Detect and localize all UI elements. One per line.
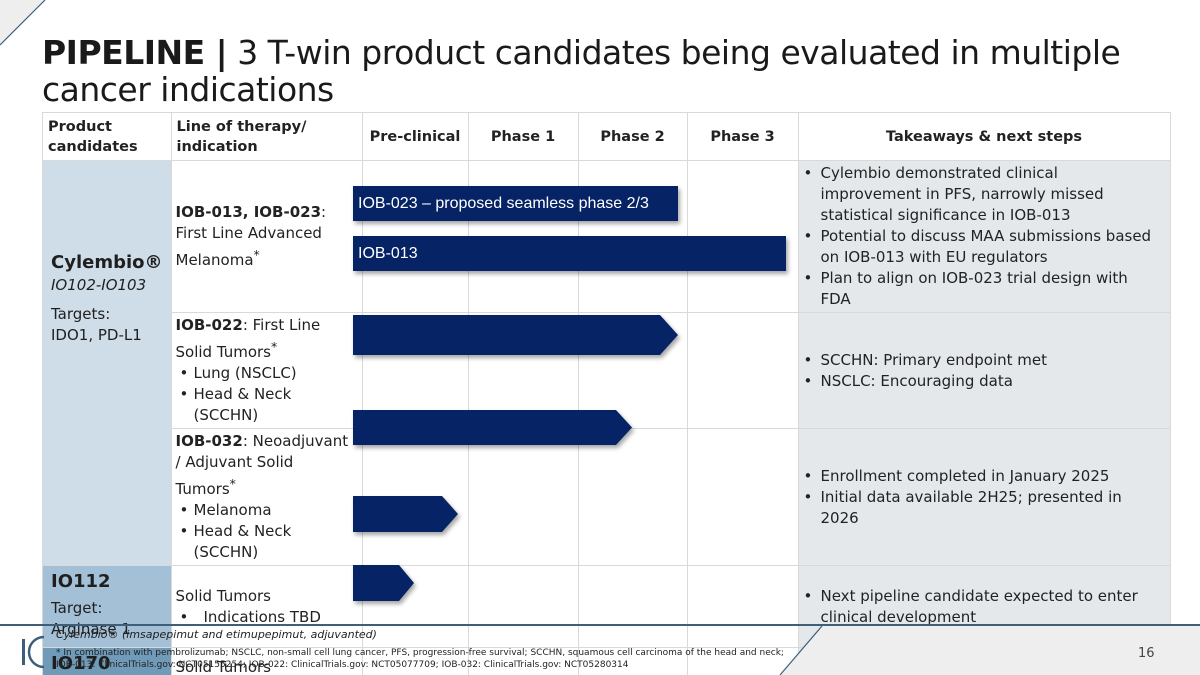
arrow-shape-icon [353,315,678,355]
header-preclinical: Pre-clinical [361,112,469,161]
brand-footnote: Cylembio® (imsapepimut and etimupepimut,… [56,628,377,641]
product-target-label: Targets: [51,305,111,323]
footnote-text: * In combination with pembrolizumab; NSC… [56,648,784,670]
table-header-row: Product candidates Line of therapy/ indi… [42,112,1171,161]
takeaway-item: Enrollment completed in January 2025 [803,466,1162,487]
product-name: IO112 [51,571,111,592]
takeaway-item: Potential to discuss MAA submissions bas… [803,226,1162,268]
title-rest: 3 T-win product candidates being evaluat… [42,33,1121,109]
takeaway-item: Cylembio demonstrated clinical improveme… [803,163,1162,226]
footnote-marker: * [253,247,260,262]
header-phase-1: Phase 1 [467,112,579,161]
progress-bar-io170[interactable] [353,565,414,601]
indication-text: : First Line Advanced Melanoma [175,203,327,269]
progress-bar-iob-022[interactable] [353,315,678,355]
indication-cell: IOB-032: Neoadjuvant / Adjuvant Solid Tu… [170,428,363,566]
indication-cell: Solid Tumors Indications TBD [170,565,363,648]
arrow-shape-icon [353,565,414,601]
product-cell-io170: IO170 Target: TGFβ [42,647,172,675]
indication-text: : First Line Solid Tumors [175,316,321,361]
header-product-candidates: Product candidates [42,112,172,161]
phase-cell-phase-2 [577,647,688,675]
phase-cell-phase-3 [686,565,799,648]
trial-id: IOB-032 [175,432,243,450]
header-phase-3: Phase 3 [686,112,799,161]
table-row: IO112 Target: Arginase 1 Solid Tumors In… [42,565,1171,648]
product-target-label: Target: [51,599,103,617]
product-code: IO102-IO103 [51,276,147,294]
phase-cell-phase-1 [467,565,579,648]
table-row: IOB-032: Neoadjuvant / Adjuvant Solid Tu… [43,428,1171,566]
title-lead: PIPELINE | [42,33,228,72]
arrow-shape-icon [353,410,632,445]
phase-cell-phase-2 [577,428,688,566]
indication-bullet: Melanoma [176,500,358,521]
phase-cell-phase-3 [686,428,799,566]
indication-bullet: Indications TBD [176,607,358,628]
product-target-value: IDO1, PD-L1 [51,326,142,344]
progress-bar-iob-013[interactable]: IOB-013 [353,236,786,271]
takeaway-item: NSCLC: Encouraging data [803,371,1162,392]
takeaway-cell: Enrollment completed in January 2025 Ini… [797,428,1171,566]
trial-id: IOB-022 [175,316,243,334]
progress-bar-iob-023[interactable]: IOB-023 – proposed seamless phase 2/3 [353,186,678,221]
header-takeaways: Takeaways & next steps [797,112,1171,161]
takeaway-cell: SCCHN: Primary endpoint met NSCLC: Encou… [797,312,1171,429]
indication-cell: IOB-013, IOB-023: First Line Advanced Me… [170,160,363,313]
trial-id: IOB-013, IOB-023 [175,203,322,221]
indication-bullet: Lung (NSCLC) [176,363,358,384]
arrow-shape-icon [353,186,678,221]
product-cell-cylembio: Cylembio® IO102-IO103 Targets: IDO1, PD-… [42,160,172,566]
bar-label: IOB-013 [358,244,418,262]
progress-bar-io112[interactable] [353,496,458,532]
takeaway-item: SCCHN: Primary endpoint met [803,350,1162,371]
indication-text: Solid Tumors [175,657,272,675]
company-logo-icon [22,635,45,669]
indication-text: Solid Tumors [175,586,272,605]
header-line-of-therapy: Line of therapy/ indication [170,112,363,161]
indication-cell: Solid Tumors Indications TBD [170,647,363,675]
phase-cell-phase-3 [686,647,799,675]
indication-cell: IOB-022: First Line Solid Tumors* Lung (… [170,312,363,429]
corner-decoration [0,0,46,46]
footer-divider [0,624,1200,626]
takeaway-cell: Cylembio demonstrated clinical improveme… [797,160,1171,313]
product-cell-io112: IO112 Target: Arginase 1 [42,565,172,648]
phase-cell-preclinical [361,647,469,675]
product-name: IO170 [51,653,111,674]
header-phase-2: Phase 2 [577,112,688,161]
indication-bullet: Head & Neck (SCCHN) [176,521,358,563]
phase-cell-phase-3 [686,312,799,429]
arrow-shape-icon [353,496,458,532]
phase-cell-phase-2 [577,565,688,648]
footnote-marker: * [271,339,278,354]
progress-bar-iob-032[interactable] [353,410,632,445]
footnote-marker: * [229,476,236,491]
takeaway-item: Initial data available 2H25; presented i… [803,487,1162,529]
takeaway-item: Plan to align on IOB-023 trial design wi… [803,268,1162,310]
page-title: PIPELINE | 3 T-win product candidates be… [42,34,1152,108]
product-name: Cylembio® [51,252,163,273]
arrow-shape-icon [353,236,786,271]
takeaway-item: Next pipeline candidate expected to ente… [803,586,1162,628]
page-number: 16 [1138,646,1155,661]
phase-cell-phase-1 [467,428,579,566]
footer-background [779,626,1200,675]
indication-bullet: Head & Neck (SCCHN) [176,384,358,426]
phase-cell-phase-1 [467,647,579,675]
indication-text: : Neoadjuvant / Adjuvant Solid Tumors [175,432,349,498]
bar-label: IOB-023 – proposed seamless phase 2/3 [358,194,649,212]
